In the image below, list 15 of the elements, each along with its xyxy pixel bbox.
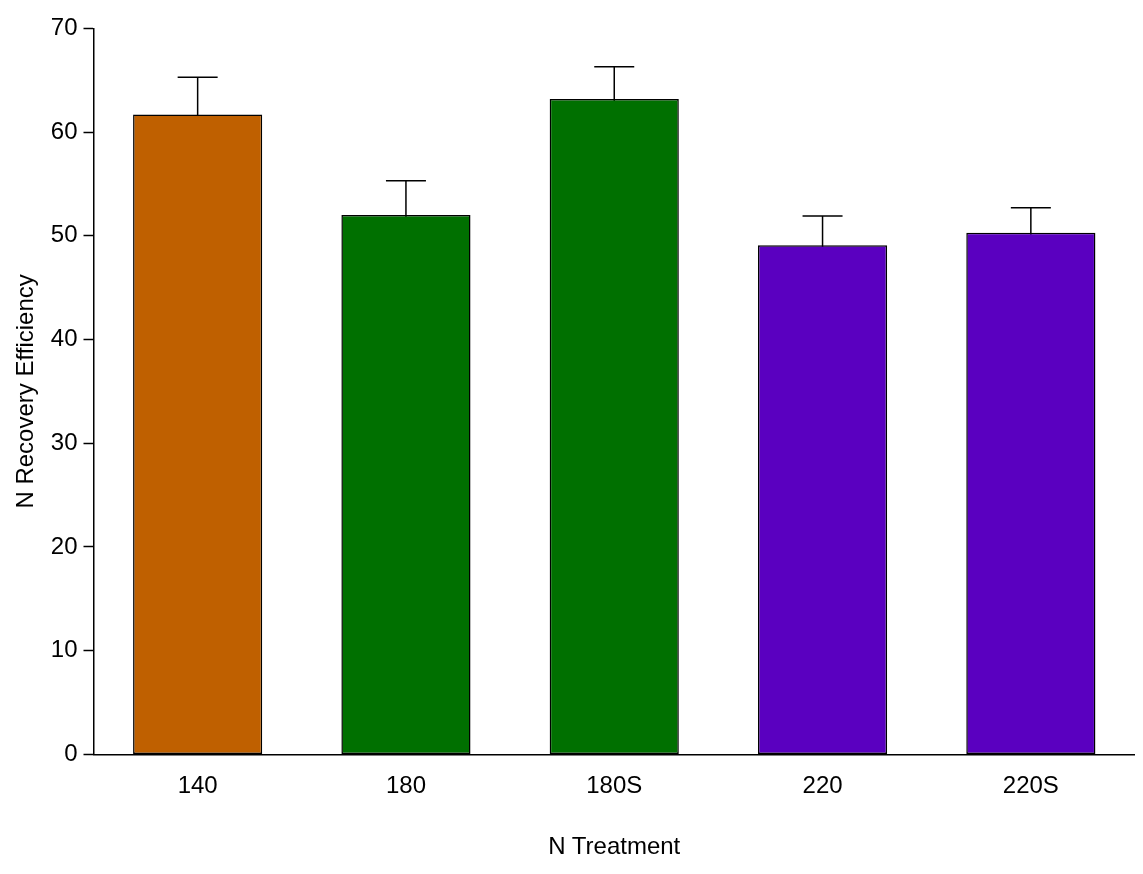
y-tick-label: 50 [50,220,78,248]
y-tick-label: 0 [64,739,78,767]
x-tick-label: 180S [586,771,643,799]
y-tick-label: 10 [50,635,78,663]
y-tick-label: 30 [50,427,78,455]
x-axis-title: N Treatment [548,832,681,860]
y-axis-title: N Recovery Efficiency [11,274,39,509]
y-tick-label: 20 [50,531,78,559]
x-tick-label: 180 [385,771,426,799]
y-tick-label: 40 [50,324,78,352]
x-tick-label: 140 [177,771,218,799]
x-tick-label: 220 [802,771,843,799]
y-tick-label: 70 [50,13,78,41]
x-tick-label: 220S [1002,771,1059,799]
y-tick-label: 60 [50,116,78,144]
